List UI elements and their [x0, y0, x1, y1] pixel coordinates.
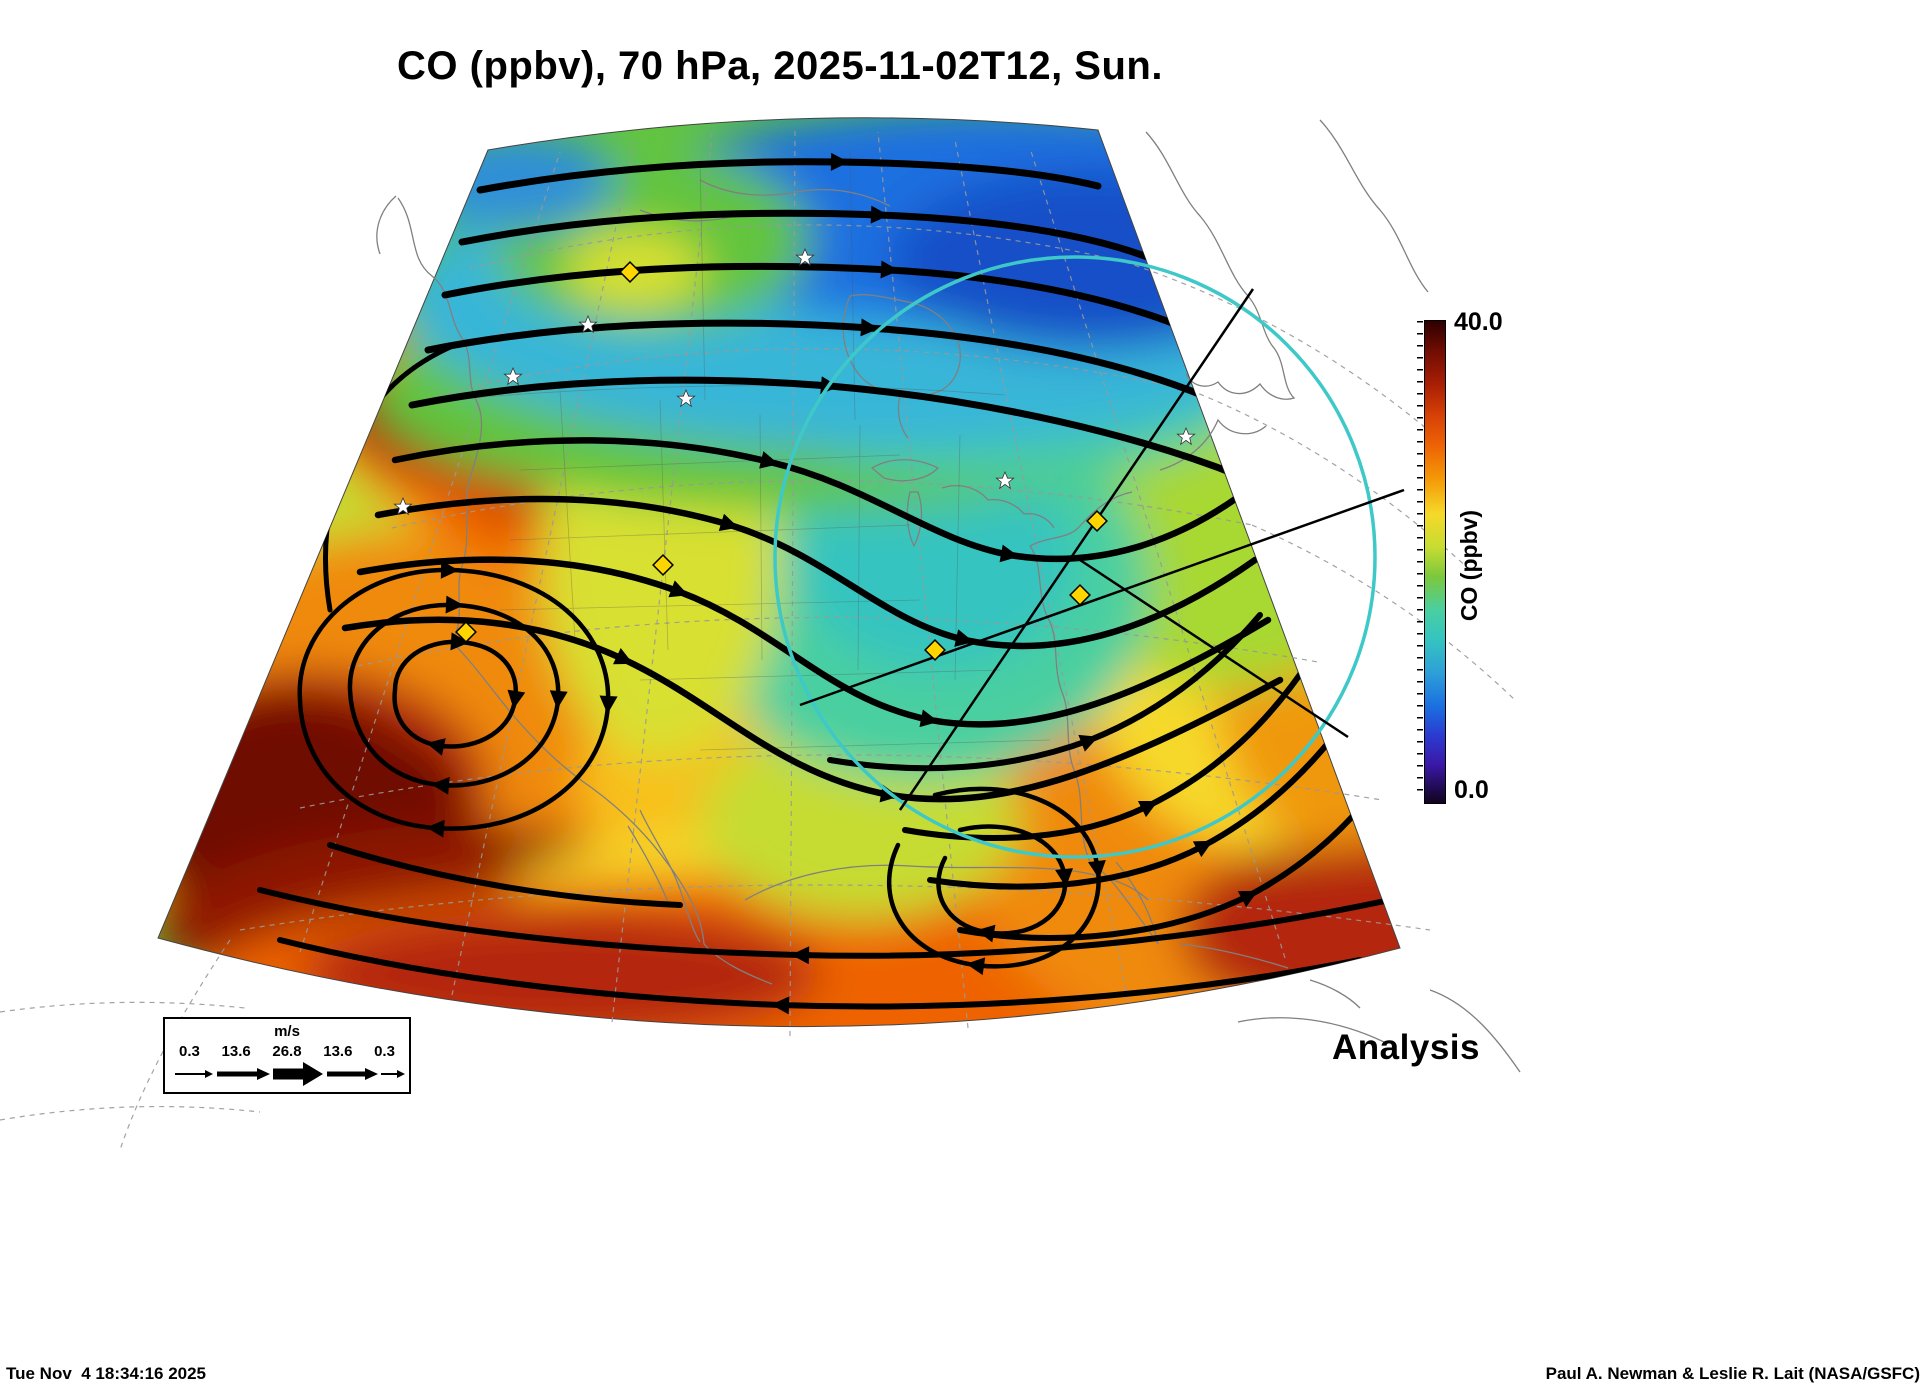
- station-diamond: [455, 621, 477, 643]
- station-diamond: [652, 554, 674, 576]
- analysis-label: Analysis: [1332, 1028, 1480, 1067]
- credit-line: Paul A. Newman & Leslie R. Lait (NASA/GS…: [1545, 1364, 1920, 1383]
- wind-legend-arrow-icon: [175, 1062, 405, 1086]
- colorbar-min-label: 0.0: [1454, 776, 1489, 804]
- cross-section-lines: [799, 288, 1405, 811]
- wind-legend-tick: 26.8: [272, 1043, 302, 1060]
- range-circle: [773, 255, 1377, 859]
- page-title: CO (ppbv), 70 hPa, 2025-11-02T12, Sun.: [397, 44, 1163, 88]
- station-diamond: [1069, 584, 1091, 606]
- generation-timestamp: Tue Nov 4 18:34:16 2025: [6, 1364, 207, 1383]
- station-diamond-markers: [455, 261, 1108, 661]
- colorbar: [1424, 320, 1446, 804]
- station-diamond: [924, 639, 946, 661]
- wind-legend-tick: 0.3: [374, 1043, 395, 1060]
- colorbar-axis: CO (ppbv): [1448, 430, 1492, 700]
- wind-legend-unit: m/s: [274, 1023, 300, 1040]
- colorbar-max-label: 40.0: [1454, 308, 1503, 336]
- wind-legend-tick: 0.3: [179, 1043, 200, 1060]
- wind-legend-ticks: 0.3 13.6 26.8 13.6 0.3: [165, 1043, 409, 1060]
- wind-speed-legend: m/s 0.3 13.6 26.8 13.6 0.3: [163, 1017, 411, 1094]
- wind-legend-tick: 13.6: [323, 1043, 353, 1060]
- station-diamond: [1086, 510, 1108, 532]
- colorbar-ticks: [1417, 321, 1423, 801]
- station-diamond: [619, 261, 641, 283]
- colorbar-axis-label: CO (ppbv): [1456, 509, 1483, 621]
- wind-legend-tick: 13.6: [221, 1043, 251, 1060]
